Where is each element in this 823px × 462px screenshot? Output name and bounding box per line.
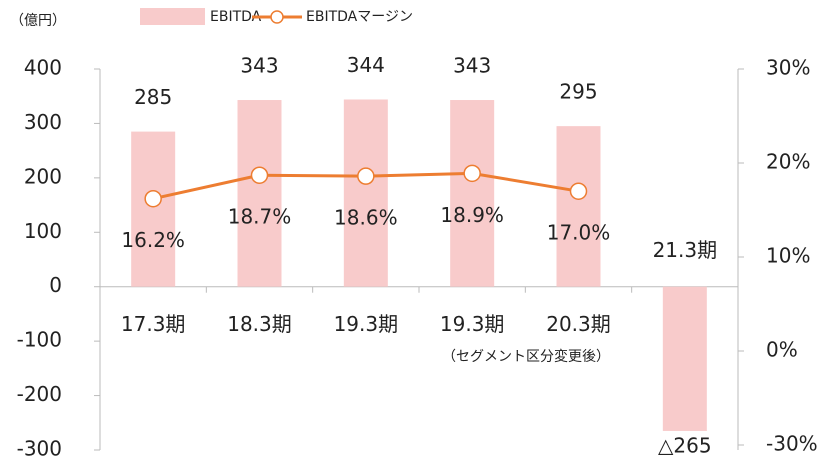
bar [662, 286, 707, 431]
bar [131, 131, 176, 287]
legend-marker [270, 10, 284, 24]
x-tick-label: 21.3期 [653, 238, 718, 262]
bar-value-label: 295 [559, 80, 597, 104]
line-marker [250, 166, 269, 184]
bar-value-label: 344 [347, 53, 385, 77]
y2-tick-label: 10% [766, 244, 810, 268]
line-value-label: 18.6% [334, 206, 398, 230]
y-tick-label: 100 [24, 219, 62, 243]
line-value-label: 18.7% [228, 205, 292, 229]
line-value-label: 18.9% [440, 203, 504, 227]
annotation: （セグメント区分変更後） [442, 348, 610, 365]
x-tick-label: 19.3期 [334, 312, 399, 336]
y-tick-label: -200 [17, 382, 62, 406]
legend-swatch [140, 8, 205, 25]
bar-value-label: 343 [240, 54, 278, 78]
y2-tick-label: 20% [766, 150, 810, 174]
unit-label: （億円） [10, 13, 66, 29]
bar-value-label: 343 [453, 54, 491, 78]
x-tick-label: 20.3期 [546, 312, 611, 336]
line-value-label: 17.0% [547, 221, 611, 245]
bar-value-label: △265 [658, 433, 712, 457]
y-tick-label: 400 [24, 56, 62, 80]
line-value-label: 16.2% [121, 228, 185, 252]
y2-tick-label: 0% [766, 338, 798, 362]
bar [237, 100, 282, 287]
bar [450, 100, 495, 287]
y-tick-label: 200 [24, 164, 62, 188]
bar [556, 126, 601, 287]
legend-label: EBITDA [210, 9, 262, 25]
legend-label: EBITDAマージン [306, 9, 413, 25]
y-tick-label: -300 [17, 437, 62, 461]
y-tick-label: -100 [17, 328, 62, 352]
line-marker [357, 167, 375, 185]
x-tick-label: 17.3期 [121, 312, 186, 336]
y-tick-label: 300 [24, 110, 62, 134]
y-tick-label: 0 [49, 273, 62, 297]
x-tick-label: 19.3期 [440, 312, 505, 336]
y2-tick-label: 30% [766, 56, 810, 80]
bar-value-label: 285 [134, 85, 172, 109]
line-marker [569, 182, 588, 200]
line-marker [463, 164, 481, 183]
y2-tick-label: -30% [766, 432, 818, 456]
bar [343, 99, 388, 287]
x-tick-label: 18.3期 [227, 312, 292, 336]
line-marker [144, 189, 162, 208]
